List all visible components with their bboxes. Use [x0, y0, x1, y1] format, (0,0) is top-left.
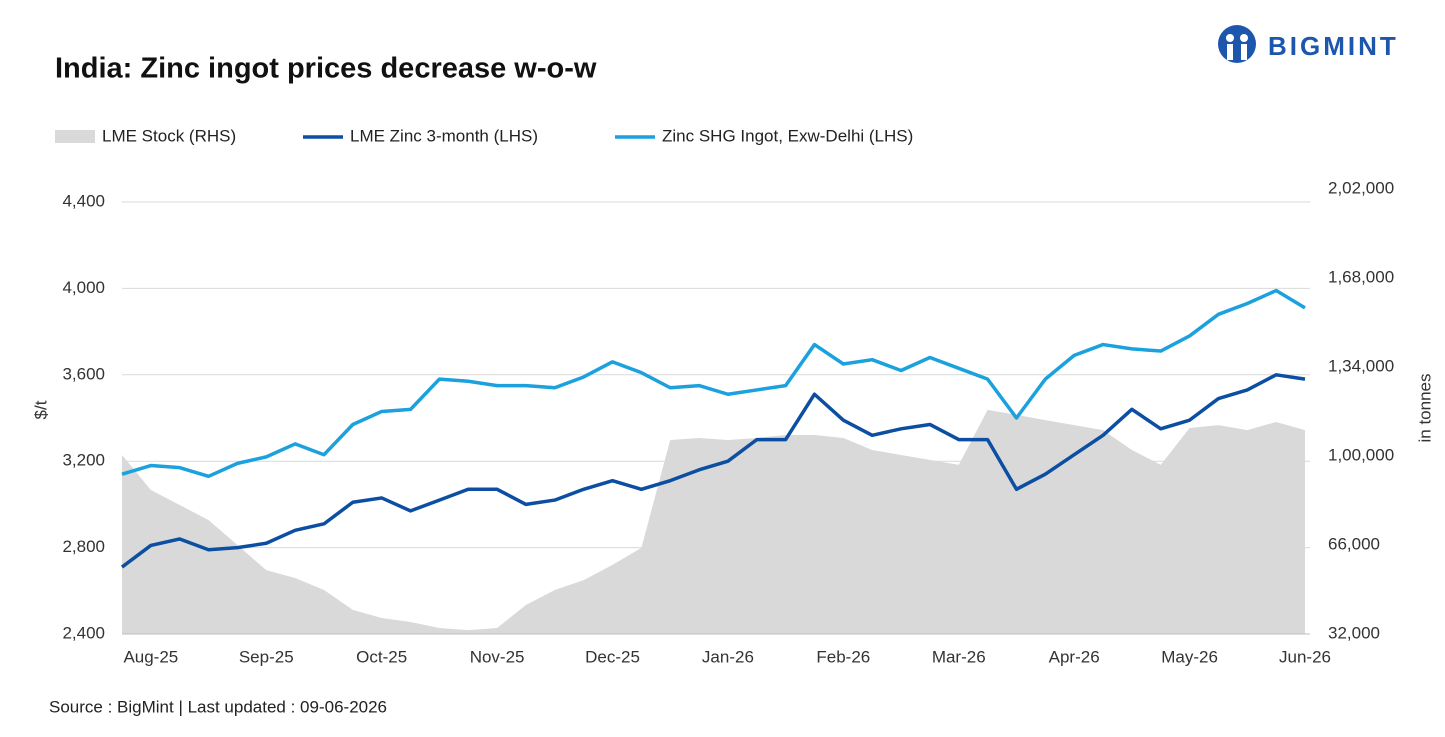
x-tick-label: Feb-26 — [816, 647, 870, 666]
area — [122, 409, 1305, 634]
y-tick-label: 4,400 — [62, 191, 105, 210]
logo-icon — [1218, 25, 1256, 63]
y2-tick-label: 1,68,000 — [1328, 267, 1394, 286]
x-tick-label: Aug-25 — [123, 647, 178, 666]
y2-tick-label: 66,000 — [1328, 534, 1380, 553]
x-tick-label: Dec-25 — [585, 647, 640, 666]
y-axis-label: $/t — [31, 400, 50, 419]
y-tick-label: 2,400 — [62, 623, 105, 642]
x-tick-label: Sep-25 — [239, 647, 294, 666]
x-tick-label: Jun-26 — [1279, 647, 1331, 666]
brand-logo: BIGMINT — [1218, 25, 1399, 63]
x-tick-label: May-26 — [1161, 647, 1218, 666]
x-tick-label: Jan-26 — [702, 647, 754, 666]
series — [120, 288, 1306, 634]
logo-icon-part — [1226, 34, 1234, 42]
x-tick-label: Apr-26 — [1049, 647, 1100, 666]
legend-label: LME Zinc 3-month (LHS) — [350, 126, 538, 145]
y2-tick-label: 1,00,000 — [1328, 445, 1394, 464]
chart-title: India: Zinc ingot prices decrease w-o-w — [55, 53, 597, 85]
legend-label: Zinc SHG Ingot, Exw-Delhi (LHS) — [662, 126, 913, 145]
axes: 2,400 2,800 3,200 3,600 4,000 4,400 32,000 66,0… — [62, 178, 1394, 666]
y2-tick-label: 2,02,000 — [1328, 178, 1394, 197]
legend-swatch — [55, 130, 95, 143]
x-tick-label: Nov-25 — [470, 647, 525, 666]
source-note: Source : BigMint | Last updated : 09-06-… — [49, 697, 387, 716]
line — [121, 288, 1306, 479]
legend-label: LME Stock (RHS) — [102, 126, 236, 145]
y2-tick-label: 1,34,000 — [1328, 356, 1394, 375]
y-tick-label: 3,200 — [62, 451, 105, 470]
y-tick-label: 4,000 — [62, 278, 105, 297]
logo-icon-part — [1227, 44, 1233, 60]
logo-icon-part — [1241, 44, 1247, 60]
brand-name: BIGMINT — [1268, 31, 1399, 61]
line — [120, 373, 1306, 569]
y-tick-label: 2,800 — [62, 537, 105, 556]
y2-tick-label: 32,000 — [1328, 623, 1380, 642]
x-tick-label: Oct-25 — [356, 647, 407, 666]
logo-icon-part — [1240, 34, 1248, 42]
y-tick-label: 3,600 — [62, 364, 105, 383]
x-tick-label: Mar-26 — [932, 647, 986, 666]
y2-axis-label: in tonnes — [1415, 374, 1434, 443]
legend: LME Stock (RHS) LME Zinc 3-month (LHS) Zin… — [55, 126, 913, 145]
